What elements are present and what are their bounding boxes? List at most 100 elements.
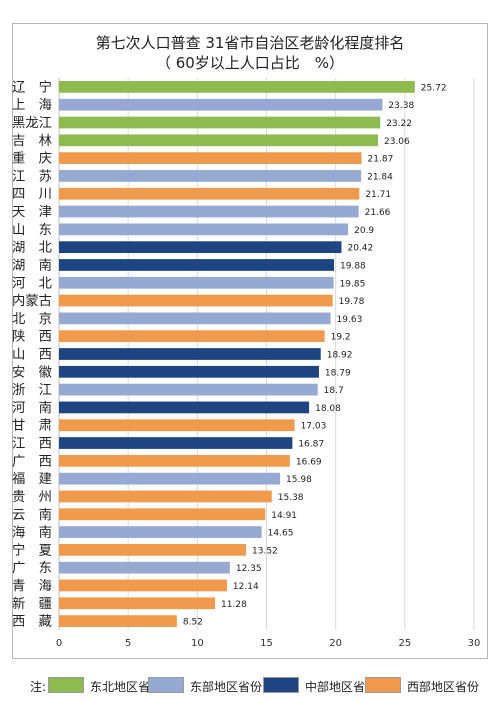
bar-13 — [59, 312, 331, 325]
value-label-11: 19.85 — [340, 279, 366, 289]
category-label-25: 海 南 — [12, 525, 52, 541]
value-label-7: 21.66 — [365, 208, 391, 218]
category-label-21: 广 西 — [12, 454, 52, 469]
bar-24 — [59, 508, 266, 521]
category-label-6: 四 川 — [12, 187, 52, 202]
value-label-14: 19.2 — [331, 333, 351, 343]
value-label-10: 19.88 — [340, 261, 366, 271]
category-label-9: 湖 北 — [12, 241, 52, 256]
bar-20 — [59, 437, 293, 449]
category-label-11: 河 北 — [12, 276, 52, 291]
bar-0 — [59, 81, 415, 93]
value-label-15: 18.92 — [327, 351, 353, 361]
value-label-5: 21.84 — [367, 172, 393, 182]
bar-22 — [59, 472, 281, 485]
bar-12 — [59, 294, 333, 307]
chart-title: 第七次人口普查 31省市自治区老龄化程度排名 — [95, 34, 405, 52]
bar-9 — [59, 241, 342, 254]
category-label-18: 河 南 — [12, 400, 52, 416]
category-label-0: 辽 宁 — [12, 79, 52, 95]
bar-1 — [59, 98, 383, 111]
value-label-25: 14.65 — [268, 529, 294, 539]
bar-15 — [59, 348, 321, 360]
category-label-20: 江 西 — [12, 437, 52, 452]
bar-16 — [59, 365, 319, 378]
bar-23 — [59, 490, 272, 503]
category-label-7: 天 津 — [12, 205, 52, 220]
category-label-29: 新 疆 — [12, 596, 52, 612]
category-label-28: 青 海 — [12, 579, 52, 594]
legend-note: 注: — [30, 680, 47, 694]
bar-11 — [59, 276, 334, 289]
value-label-16: 18.79 — [325, 368, 351, 378]
chart-subtitle: （ 60岁以上人口占比 %） — [155, 54, 345, 72]
category-label-3: 吉 林 — [12, 134, 52, 149]
category-label-19: 甘 肃 — [12, 419, 52, 434]
x-tick-label-0: 0 — [56, 638, 62, 649]
bar-21 — [59, 454, 290, 467]
value-label-24: 14.91 — [271, 511, 297, 521]
bar-27 — [59, 561, 230, 574]
bar-6 — [59, 187, 360, 200]
value-label-8: 20.9 — [354, 226, 374, 236]
bar-25 — [59, 526, 262, 538]
value-label-2: 23.22 — [386, 119, 412, 129]
value-label-18: 18.08 — [315, 404, 341, 414]
bar-14 — [59, 330, 325, 343]
legend-swatch-west — [365, 677, 401, 693]
bar-7 — [59, 205, 359, 218]
category-label-14: 陕 西 — [12, 330, 52, 345]
category-label-23: 贵 州 — [12, 490, 52, 505]
x-tick-label-3: 15 — [260, 638, 273, 649]
bar-29 — [59, 597, 216, 610]
bar-5 — [59, 170, 362, 182]
category-label-15: 山 西 — [12, 348, 52, 363]
legend: 注: 东北地区省份 东部地区省份 中部地区省份 西部地区省份 — [0, 674, 500, 698]
legend-label-central: 中部地区省份 — [305, 680, 378, 694]
value-label-9: 20.42 — [347, 244, 373, 254]
category-label-24: 云 南 — [12, 507, 52, 523]
value-label-3: 23.06 — [384, 137, 410, 147]
legend-label-northeast: 东北地区省份 — [90, 680, 163, 694]
legend-label-west: 西部地区省份 — [407, 680, 480, 694]
value-label-28: 12.14 — [233, 582, 259, 592]
value-label-12: 19.78 — [339, 297, 365, 307]
category-label-13: 北 京 — [12, 312, 52, 327]
x-tick-label-2: 10 — [191, 638, 204, 649]
value-label-20: 16.87 — [298, 440, 324, 450]
x-tick-label-5: 25 — [398, 638, 411, 649]
bar-2 — [59, 116, 381, 129]
category-label-2: 黑龙江 — [12, 116, 52, 131]
legend-swatch-east — [148, 677, 184, 693]
category-label-1: 上 海 — [12, 98, 52, 113]
x-tick-label-1: 5 — [125, 638, 131, 649]
value-label-13: 19.63 — [337, 315, 363, 325]
bar-30 — [59, 615, 177, 627]
category-label-12: 内蒙古 — [12, 293, 52, 309]
value-label-4: 21.87 — [368, 155, 394, 165]
value-label-22: 15.98 — [286, 475, 312, 485]
value-label-23: 15.38 — [278, 493, 304, 503]
bar-3 — [59, 134, 378, 147]
legend-swatch-central — [263, 677, 299, 693]
category-label-10: 湖 南 — [12, 257, 52, 273]
value-label-26: 13.52 — [252, 546, 278, 556]
legend-label-east: 东部地区省份 — [190, 680, 263, 694]
value-label-27: 12.35 — [236, 564, 262, 574]
value-label-0: 25.72 — [421, 83, 447, 93]
value-label-29: 11.28 — [221, 600, 247, 610]
value-label-1: 23.38 — [388, 101, 414, 111]
category-label-8: 山 东 — [12, 223, 52, 238]
category-label-30: 西 藏 — [12, 615, 52, 630]
x-tick-label-6: 30 — [468, 638, 481, 649]
bar-28 — [59, 579, 227, 592]
bar-17 — [59, 383, 318, 396]
bar-19 — [59, 419, 295, 432]
category-label-16: 安 徽 — [12, 365, 52, 380]
value-label-6: 21.71 — [365, 190, 391, 200]
bar-8 — [59, 223, 349, 236]
x-tick-label-4: 20 — [329, 638, 342, 649]
legend-swatch-northeast — [48, 677, 84, 693]
category-label-17: 浙 江 — [12, 383, 52, 398]
